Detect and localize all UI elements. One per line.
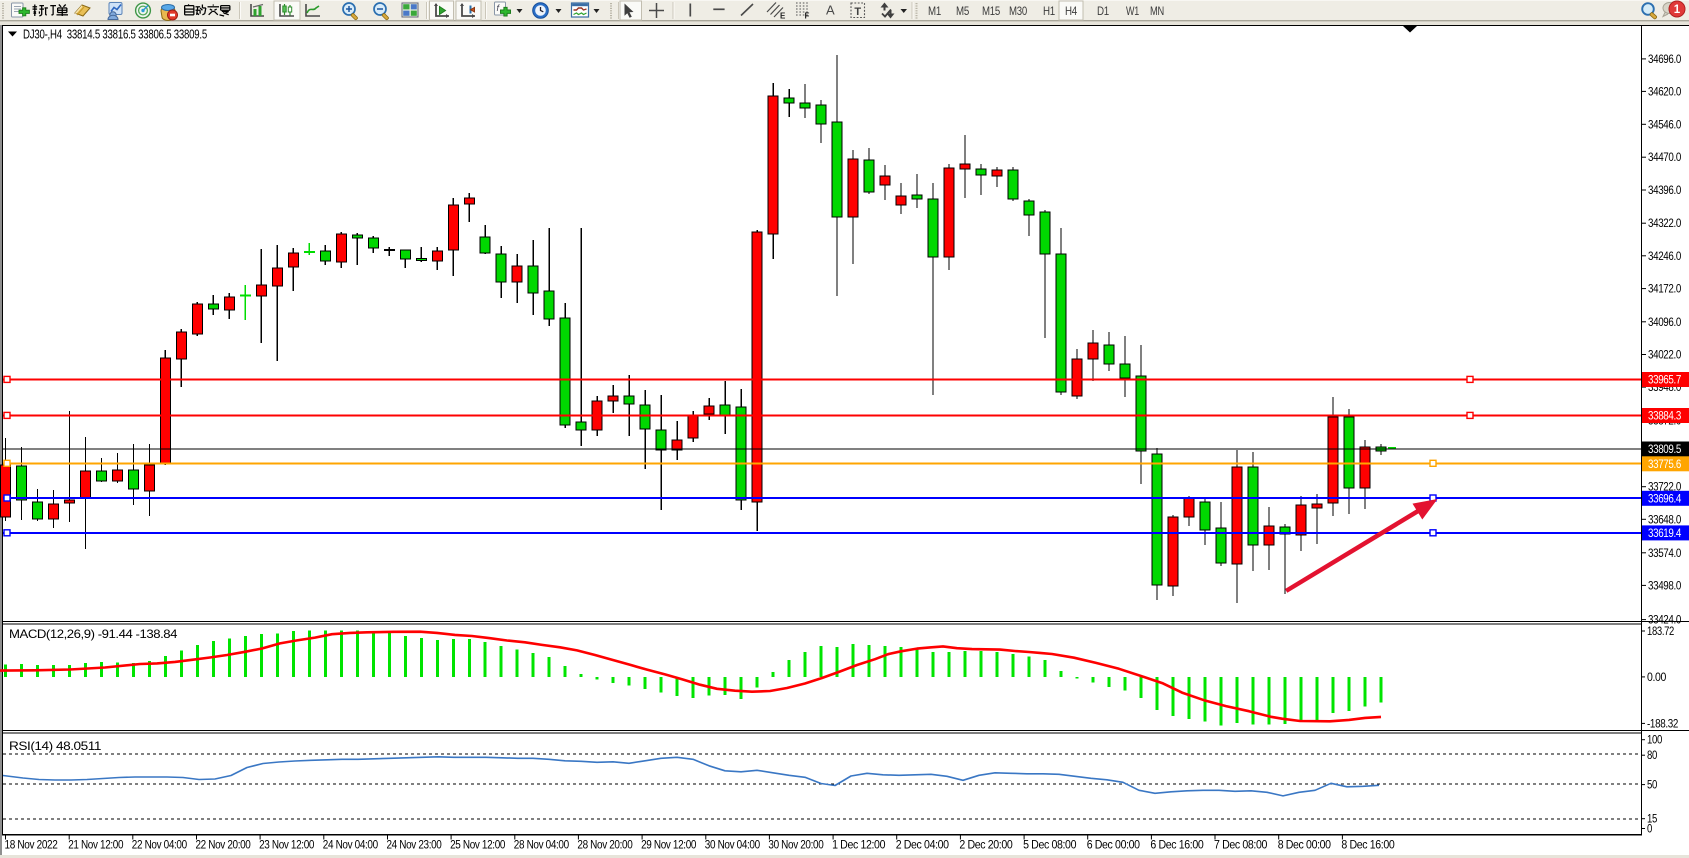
- svg-text:33648.0: 33648.0: [1648, 514, 1681, 526]
- svg-text:183.72: 183.72: [1647, 626, 1674, 638]
- svg-text:M5: M5: [956, 4, 969, 18]
- svg-text:33696.4: 33696.4: [1648, 494, 1682, 506]
- svg-text:100: 100: [1647, 735, 1662, 747]
- svg-text:2 Dec 20:00: 2 Dec 20:00: [959, 840, 1012, 852]
- svg-text:1: 1: [1674, 4, 1681, 16]
- svg-text:18 Nov 2022: 18 Nov 2022: [5, 840, 58, 852]
- svg-text:8 Dec 16:00: 8 Dec 16:00: [1341, 840, 1394, 852]
- svg-text:34620.0: 34620.0: [1648, 86, 1681, 98]
- svg-text:29 Nov 12:00: 29 Nov 12:00: [641, 840, 696, 852]
- svg-text:MN: MN: [1150, 4, 1164, 18]
- svg-text:34396.0: 34396.0: [1648, 185, 1681, 197]
- svg-text:34172.0: 34172.0: [1648, 284, 1681, 296]
- svg-text:-188.32: -188.32: [1647, 718, 1678, 730]
- svg-text:22 Nov 20:00: 22 Nov 20:00: [196, 840, 251, 852]
- svg-text:34546.0: 34546.0: [1648, 119, 1681, 131]
- svg-text:DJ30-,H4 33814.5 33816.5 3380: DJ30-,H4 33814.5 33816.5 33806.5 33809.5: [23, 28, 207, 42]
- svg-text:80: 80: [1647, 750, 1657, 762]
- svg-text:M30: M30: [1009, 4, 1027, 18]
- svg-text:E: E: [780, 12, 786, 21]
- svg-text:MACD(12,26,9) -91.44 -138.84: MACD(12,26,9) -91.44 -138.84: [9, 627, 178, 641]
- svg-text:8 Dec 00:00: 8 Dec 00:00: [1278, 840, 1331, 852]
- svg-text:25 Nov 12:00: 25 Nov 12:00: [450, 840, 505, 852]
- svg-text:H4: H4: [1065, 4, 1078, 18]
- svg-text:33498.0: 33498.0: [1648, 580, 1681, 592]
- svg-text:50: 50: [1647, 780, 1657, 792]
- svg-text:W1: W1: [1126, 4, 1139, 18]
- svg-text:33722.0: 33722.0: [1648, 482, 1681, 494]
- svg-text:0.00: 0.00: [1647, 672, 1666, 684]
- svg-text:33809.5: 33809.5: [1648, 444, 1681, 456]
- svg-text:24 Nov 04:00: 24 Nov 04:00: [323, 840, 378, 852]
- svg-text:33775.6: 33775.6: [1648, 459, 1681, 471]
- svg-text:T: T: [854, 6, 861, 18]
- svg-text:21 Nov 12:00: 21 Nov 12:00: [68, 840, 123, 852]
- svg-text:33424.0: 33424.0: [1648, 615, 1681, 627]
- svg-text:1 Dec 12:00: 1 Dec 12:00: [832, 840, 885, 852]
- svg-text:f: f: [497, 3, 501, 13]
- svg-text:F: F: [805, 12, 810, 21]
- svg-text:33619.4: 33619.4: [1648, 528, 1682, 540]
- svg-text:34022.0: 34022.0: [1648, 350, 1681, 362]
- svg-text:H1: H1: [1043, 4, 1056, 18]
- svg-text:28 Nov 20:00: 28 Nov 20:00: [577, 840, 632, 852]
- svg-text:M1: M1: [928, 4, 941, 18]
- svg-text:M15: M15: [982, 4, 1000, 18]
- svg-text:34696.0: 34696.0: [1648, 54, 1681, 66]
- svg-text:28 Nov 04:00: 28 Nov 04:00: [514, 840, 569, 852]
- svg-text:5 Dec 08:00: 5 Dec 08:00: [1023, 840, 1076, 852]
- svg-text:6 Dec 16:00: 6 Dec 16:00: [1150, 840, 1203, 852]
- svg-text:34096.0: 34096.0: [1648, 317, 1681, 329]
- svg-text:23 Nov 12:00: 23 Nov 12:00: [259, 840, 314, 852]
- svg-text:34322.0: 34322.0: [1648, 218, 1681, 230]
- svg-text:30 Nov 20:00: 30 Nov 20:00: [768, 840, 823, 852]
- svg-text:2 Dec 04:00: 2 Dec 04:00: [896, 840, 949, 852]
- svg-text:7 Dec 08:00: 7 Dec 08:00: [1214, 840, 1267, 852]
- svg-text:D1: D1: [1097, 4, 1110, 18]
- svg-text:34470.0: 34470.0: [1648, 152, 1681, 164]
- svg-text:33965.7: 33965.7: [1648, 375, 1681, 387]
- svg-text:RSI(14) 48.0511: RSI(14) 48.0511: [9, 739, 101, 753]
- svg-text:30 Nov 04:00: 30 Nov 04:00: [705, 840, 760, 852]
- svg-text:24 Nov 23:00: 24 Nov 23:00: [387, 840, 442, 852]
- svg-text:33884.3: 33884.3: [1648, 411, 1681, 423]
- svg-text:34246.0: 34246.0: [1648, 251, 1681, 263]
- svg-text:0: 0: [1647, 824, 1652, 836]
- svg-text:15: 15: [1647, 814, 1657, 826]
- svg-text:A: A: [826, 3, 835, 18]
- svg-text:33574.0: 33574.0: [1648, 548, 1681, 560]
- svg-text:6 Dec 00:00: 6 Dec 00:00: [1087, 840, 1140, 852]
- svg-text:22 Nov 04:00: 22 Nov 04:00: [132, 840, 187, 852]
